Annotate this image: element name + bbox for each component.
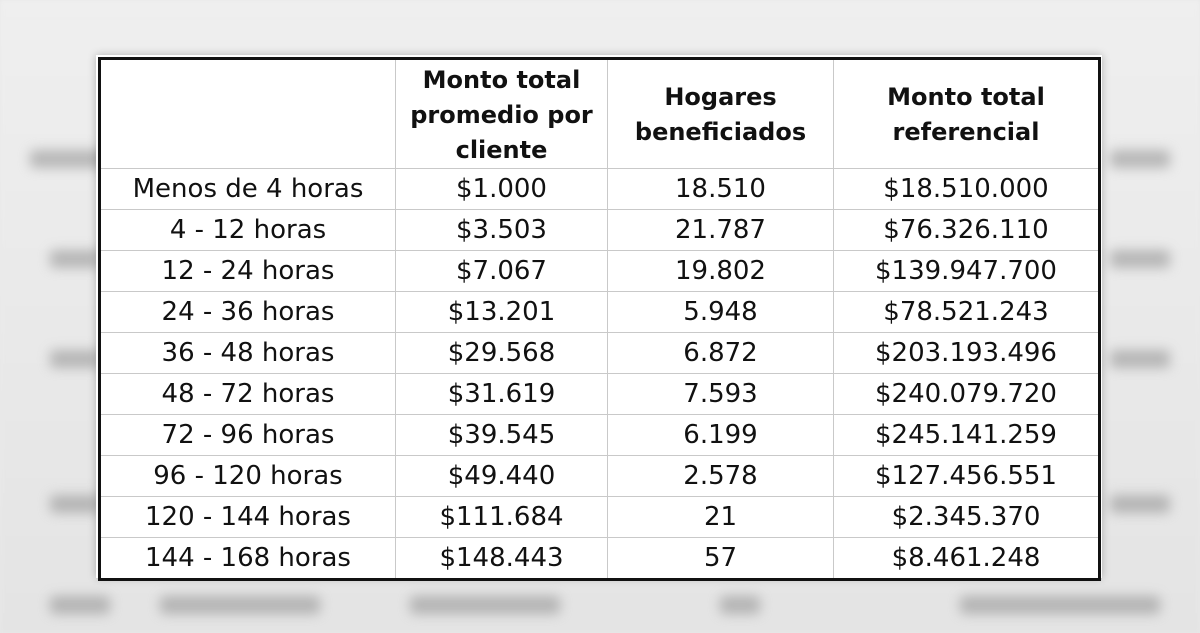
row-label: 120 - 144 horas xyxy=(99,496,396,538)
cell-monto-total: $127.456.551 xyxy=(833,455,1100,497)
header-empty-cell xyxy=(99,58,396,169)
cell-monto-promedio: $49.440 xyxy=(395,455,608,497)
cell-hogares: 2.578 xyxy=(607,455,834,497)
row-label: 24 - 36 horas xyxy=(99,291,396,333)
row-label: 12 - 24 horas xyxy=(99,250,396,292)
row-label: 72 - 96 horas xyxy=(99,414,396,456)
table-row: 120 - 144 horas $111.684 21 $2.345.370 xyxy=(99,496,1100,538)
table-row: 24 - 36 horas $13.201 5.948 $78.521.243 xyxy=(99,291,1100,333)
cell-hogares: 21 xyxy=(607,496,834,538)
cell-hogares: 5.948 xyxy=(607,291,834,333)
cell-hogares: 57 xyxy=(607,537,834,580)
cell-hogares: 7.593 xyxy=(607,373,834,415)
blurred-background-row xyxy=(20,150,1180,170)
table-row: Menos de 4 horas $1.000 18.510 $18.510.0… xyxy=(99,168,1100,210)
row-label: 144 - 168 horas xyxy=(99,537,396,580)
table-row: 4 - 12 horas $3.503 21.787 $76.326.110 xyxy=(99,209,1100,251)
cell-monto-promedio: $3.503 xyxy=(395,209,608,251)
blurred-background-row xyxy=(20,495,1180,515)
blurred-background-row xyxy=(20,596,1180,616)
table-row: 12 - 24 horas $7.067 19.802 $139.947.700 xyxy=(99,250,1100,292)
cell-hogares: 6.199 xyxy=(607,414,834,456)
cell-monto-promedio: $13.201 xyxy=(395,291,608,333)
header-monto-total: Monto total referencial xyxy=(833,58,1100,169)
cell-hogares: 21.787 xyxy=(607,209,834,251)
header-monto-promedio: Monto total promedio por cliente xyxy=(395,58,608,169)
cell-monto-promedio: $39.545 xyxy=(395,414,608,456)
table-row: 36 - 48 horas $29.568 6.872 $203.193.496 xyxy=(99,332,1100,374)
row-label: 96 - 120 horas xyxy=(99,455,396,497)
cell-hogares: 18.510 xyxy=(607,168,834,210)
row-label: 36 - 48 horas xyxy=(99,332,396,374)
data-table: Monto total promedio por cliente Hogares… xyxy=(98,57,1101,581)
cell-monto-total: $240.079.720 xyxy=(833,373,1100,415)
header-hogares: Hogares beneficiados xyxy=(607,58,834,169)
cell-monto-promedio: $29.568 xyxy=(395,332,608,374)
blurred-background-row xyxy=(20,250,1180,270)
table-card: Monto total promedio por cliente Hogares… xyxy=(96,55,1102,581)
cell-monto-total: $2.345.370 xyxy=(833,496,1100,538)
row-label: Menos de 4 horas xyxy=(99,168,396,210)
cell-monto-total: $139.947.700 xyxy=(833,250,1100,292)
table-row: 96 - 120 horas $49.440 2.578 $127.456.55… xyxy=(99,455,1100,497)
cell-monto-total: $8.461.248 xyxy=(833,537,1100,580)
cell-monto-total: $203.193.496 xyxy=(833,332,1100,374)
cell-monto-total: $245.141.259 xyxy=(833,414,1100,456)
cell-monto-promedio: $31.619 xyxy=(395,373,608,415)
table-row: 72 - 96 horas $39.545 6.199 $245.141.259 xyxy=(99,414,1100,456)
cell-monto-promedio: $1.000 xyxy=(395,168,608,210)
cell-monto-promedio: $148.443 xyxy=(395,537,608,580)
cell-hogares: 6.872 xyxy=(607,332,834,374)
cell-monto-promedio: $7.067 xyxy=(395,250,608,292)
blurred-background-row xyxy=(20,350,1180,370)
table-row: 144 - 168 horas $148.443 57 $8.461.248 xyxy=(99,537,1100,580)
row-label: 48 - 72 horas xyxy=(99,373,396,415)
cell-monto-total: $76.326.110 xyxy=(833,209,1100,251)
cell-hogares: 19.802 xyxy=(607,250,834,292)
cell-monto-total: $18.510.000 xyxy=(833,168,1100,210)
blurred-background-title xyxy=(385,4,395,39)
cell-monto-promedio: $111.684 xyxy=(395,496,608,538)
row-label: 4 - 12 horas xyxy=(99,209,396,251)
cell-monto-total: $78.521.243 xyxy=(833,291,1100,333)
table-header-row: Monto total promedio por cliente Hogares… xyxy=(99,58,1100,169)
table-row: 48 - 72 horas $31.619 7.593 $240.079.720 xyxy=(99,373,1100,415)
